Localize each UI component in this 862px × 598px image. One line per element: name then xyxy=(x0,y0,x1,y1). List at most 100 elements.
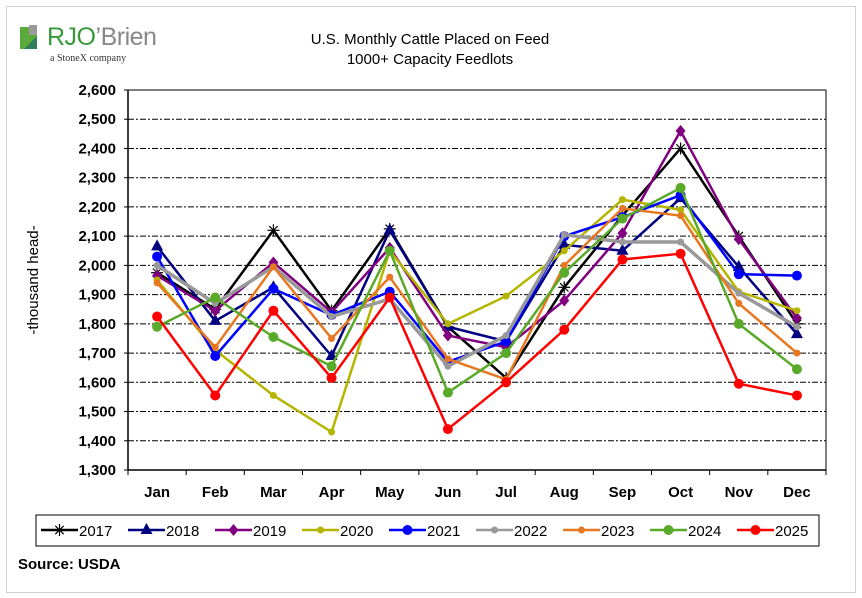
data-point-2019 xyxy=(733,233,744,246)
legend-swatch-marker xyxy=(402,525,413,535)
data-point-2018 xyxy=(790,327,803,339)
chart-subtitle: 1000+ Capacity Feedlots xyxy=(346,51,514,68)
data-point-2025 xyxy=(791,390,802,401)
y-tick-label: 1,400 xyxy=(78,433,116,450)
legend-swatch-marker xyxy=(663,525,674,535)
data-point-2019 xyxy=(210,304,221,317)
data-point-2023 xyxy=(386,273,394,281)
data-point-2018 xyxy=(209,313,222,325)
data-point-2019 xyxy=(791,312,802,324)
logo-brand-primary: RJO xyxy=(47,23,96,51)
data-point-2019 xyxy=(617,227,628,240)
legend-swatch-marker xyxy=(53,524,66,536)
data-point-2023 xyxy=(328,334,336,342)
legend-label: 2024 xyxy=(688,523,721,540)
data-point-2022 xyxy=(328,313,336,321)
y-tick-label: 2,200 xyxy=(78,199,116,216)
series-line-2019 xyxy=(156,129,798,349)
data-point-2019 xyxy=(675,124,686,137)
series-2022 xyxy=(153,231,801,370)
legend-item-2018: 2018 xyxy=(128,523,199,540)
data-point-2024 xyxy=(559,267,570,278)
logo-tagline: a StoneX company xyxy=(50,53,127,64)
series-2018 xyxy=(151,191,803,360)
series-2024 xyxy=(152,182,802,398)
data-point-2024 xyxy=(442,387,453,398)
data-point-2023 xyxy=(735,299,743,307)
data-point-2024 xyxy=(210,292,221,303)
data-point-2025 xyxy=(268,305,279,316)
data-point-2018 xyxy=(616,243,629,255)
y-tick-label: 2,500 xyxy=(78,111,116,128)
data-point-2023 xyxy=(211,343,219,351)
chart-title-block: U.S. Monthly Cattle Placed on Feed 1000+… xyxy=(250,30,610,70)
data-point-2017 xyxy=(558,281,571,294)
x-axis-ticks: Jan Feb Mar Apr May Jun Jul Aug Sep Oct Nov Dec xyxy=(127,470,827,501)
legend-swatch-marker xyxy=(228,524,239,536)
series-line-2022 xyxy=(156,232,798,368)
data-point-2022 xyxy=(735,289,743,297)
data-point-2021 xyxy=(791,270,802,281)
x-tick-label: Sep xyxy=(609,484,637,501)
x-tick-label: Apr xyxy=(319,484,345,501)
data-point-2024 xyxy=(617,213,628,224)
data-point-2023 xyxy=(677,212,685,220)
data-point-2024 xyxy=(791,364,802,375)
data-point-2024 xyxy=(384,245,395,256)
data-point-2024 xyxy=(501,348,512,359)
series-line-2025 xyxy=(156,252,798,431)
x-tick-label: Nov xyxy=(725,484,754,501)
legend-swatch-marker xyxy=(491,526,498,534)
series-2025 xyxy=(152,248,802,435)
y-axis-label: -thousand head- xyxy=(25,225,42,334)
legend-label: 2020 xyxy=(340,523,373,540)
y-tick-label: 1,800 xyxy=(78,316,116,333)
data-point-2017 xyxy=(674,142,687,155)
data-point-2023 xyxy=(444,355,452,363)
y-tick-label: 1,700 xyxy=(78,345,116,362)
data-point-2019 xyxy=(559,294,570,307)
data-point-2023 xyxy=(269,263,277,271)
legend-swatch-marker xyxy=(750,525,761,535)
legend-swatch-marker xyxy=(317,526,324,534)
data-point-2024 xyxy=(733,318,744,329)
data-point-2022 xyxy=(677,238,685,246)
data-point-2024 xyxy=(152,321,163,332)
data-point-2023 xyxy=(560,261,568,269)
x-tick-label: Jan xyxy=(144,484,170,501)
y-tick-label: 1,300 xyxy=(78,462,116,479)
legend: 2017 2018 2019 2020 2021 2022 2023 2024 2025 xyxy=(35,514,820,547)
data-point-2020 xyxy=(793,307,801,315)
legend-item-2019: 2019 xyxy=(215,523,286,540)
series-group xyxy=(151,124,803,436)
data-point-2025 xyxy=(326,372,337,383)
y-axis-ticks: 1,300 1,400 1,500 1,600 1,700 1,800 1,900 2,000… xyxy=(78,82,128,479)
data-point-2021 xyxy=(268,283,279,294)
x-tick-label: Jun xyxy=(435,484,462,501)
x-tick-label: Oct xyxy=(668,484,693,501)
data-point-2022 xyxy=(153,261,161,269)
y-tick-label: 2,600 xyxy=(78,82,116,99)
x-tick-label: Mar xyxy=(260,484,287,501)
data-point-2024 xyxy=(675,182,686,193)
legend-item-2024: 2024 xyxy=(650,523,721,540)
data-point-2025 xyxy=(733,378,744,389)
data-point-2018 xyxy=(383,223,396,235)
data-point-2024 xyxy=(326,361,337,372)
data-point-2025 xyxy=(501,377,512,388)
legend-item-2017: 2017 xyxy=(41,523,112,540)
data-point-2025 xyxy=(617,254,628,265)
data-point-2022 xyxy=(793,323,801,331)
data-point-2023 xyxy=(153,279,161,287)
data-point-2023 xyxy=(793,349,801,357)
data-point-2020 xyxy=(618,196,626,204)
data-point-2025 xyxy=(442,424,453,435)
data-point-2021 xyxy=(501,336,512,347)
series-2019 xyxy=(152,124,802,354)
x-tick-label: Jul xyxy=(495,484,517,501)
series-line-2017 xyxy=(156,147,798,380)
data-point-2020 xyxy=(502,292,510,300)
data-point-2020 xyxy=(328,428,336,436)
data-point-2020 xyxy=(677,206,685,214)
